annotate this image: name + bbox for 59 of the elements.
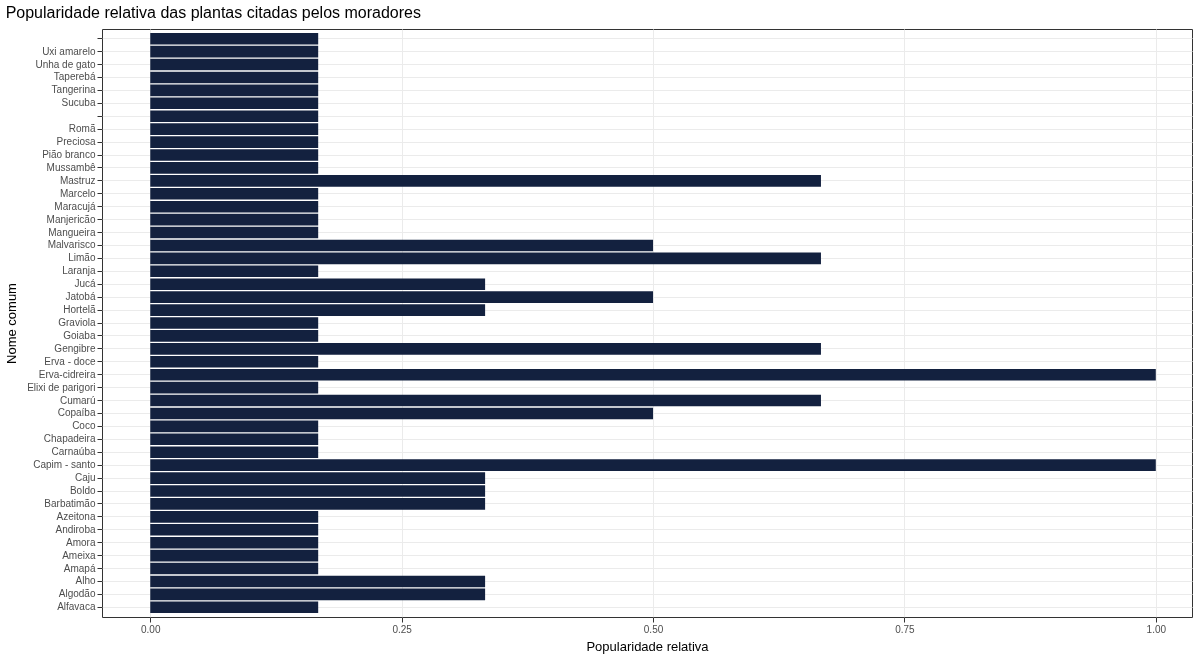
x-tick-label: 0.50 [643, 623, 664, 635]
bar [150, 239, 654, 252]
x-tick-label: 0.25 [392, 623, 413, 635]
y-tick-label: Capim - santo [33, 459, 96, 471]
chart-title: Popularidade relativa das plantas citadas pelos moradores [5, 4, 421, 21]
y-tick-label: Alho [75, 575, 96, 587]
y-tick-label: Barbatimão [44, 497, 96, 509]
y-tick-label: Laranja [62, 265, 96, 277]
y-tick-label: Caju [74, 472, 96, 484]
y-tick-label: Hortelã [63, 304, 96, 316]
y-tick-label: Limão [68, 252, 96, 264]
y-tick-label: Uxi amarelo [42, 45, 96, 57]
y-tick-label: Marcelo [59, 187, 96, 199]
y-tick-label: Maracujá [54, 200, 96, 212]
y-axis-title: Nome comum [4, 283, 20, 364]
y-tick-label: Chapadeira [43, 433, 96, 445]
y-tick-label: Azeitona [56, 510, 96, 522]
y-tick-label: Sucuba [61, 97, 96, 109]
y-tick-label: Tangerina [51, 84, 96, 96]
y-tick-label: Preciosa [56, 136, 96, 148]
y-tick-label: Cumarú [59, 394, 96, 406]
y-tick-label: Andiroba [55, 523, 96, 535]
x-tick-label: 0.00 [141, 623, 161, 635]
y-tick-label: Algodão [58, 588, 96, 600]
x-axis-title: Popularidade relativa [586, 638, 710, 654]
bar [150, 407, 654, 420]
x-tick-label: 1.00 [1146, 623, 1167, 635]
bar [150, 575, 486, 588]
y-tick-label: Taperebá [53, 71, 96, 83]
y-tick-label: Carnaúba [51, 446, 96, 458]
y-tick-label: Copaíba [57, 407, 96, 419]
bar [150, 562, 319, 575]
y-tick-label: Graviola [58, 317, 96, 328]
x-tick-label: 0.75 [895, 623, 916, 635]
y-tick-label: Malvarisco [47, 239, 96, 251]
bar [150, 394, 821, 407]
y-tick-label: Amora [66, 536, 96, 548]
y-tick-label: Mastruz [59, 174, 96, 186]
y-tick-label: Coco [72, 420, 96, 432]
y-tick-label: Ameixa [62, 549, 96, 561]
y-tick-label: Amapá [63, 562, 96, 574]
y-tick-label: Elixi de parigori [27, 381, 96, 393]
y-tick-label: Romã [68, 123, 96, 135]
y-tick-label: Mussambê [46, 161, 96, 173]
bar [150, 58, 319, 71]
y-tick-label: Mangueira [48, 226, 96, 238]
y-tick-label: Boldo [69, 485, 96, 496]
y-tick-label: Gengibre [54, 342, 96, 354]
y-tick-label: Goiaba [63, 329, 96, 341]
bar [150, 226, 319, 239]
y-tick-label: Erva - doce [44, 355, 96, 367]
y-tick-label: Erva-cidreira [38, 368, 96, 380]
y-tick-label: Unha de gato [35, 58, 96, 70]
y-tick-label: Manjericão [46, 213, 96, 225]
bar [150, 71, 319, 84]
y-tick-label: Jucá [74, 278, 96, 290]
y-tick-label: Alfavaca [57, 601, 96, 613]
y-tick-label: Jatobá [65, 291, 96, 303]
y-tick-label: Pião branco [42, 149, 96, 160]
